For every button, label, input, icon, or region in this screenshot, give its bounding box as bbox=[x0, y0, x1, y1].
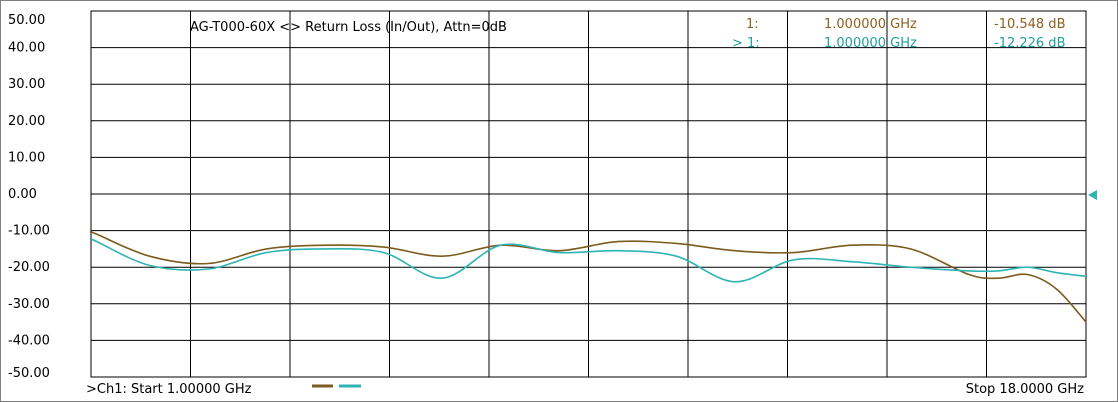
marker-1-label: 1: bbox=[746, 17, 759, 32]
y-tick-label: 10.00 bbox=[8, 150, 45, 165]
y-tick-label: -20.00 bbox=[8, 260, 50, 275]
y-tick-label: -40.00 bbox=[8, 333, 50, 348]
marker-1-value: -10.548 dB bbox=[994, 17, 1065, 32]
y-tick-label: 50.00 bbox=[8, 13, 45, 28]
reference-level-marker[interactable] bbox=[1088, 190, 1097, 200]
start-frequency: >Ch1: Start 1.00000 GHz bbox=[86, 382, 252, 397]
y-axis-tick-labels: 50.00 40.00 30.00 20.00 10.00 0.00 -10.00 -20.0… bbox=[8, 13, 50, 381]
y-tick-label: 20.00 bbox=[8, 114, 45, 129]
y-tick-label: -30.00 bbox=[8, 297, 50, 312]
y-tick-label: -50.00 bbox=[8, 366, 50, 381]
traces bbox=[89, 231, 1087, 323]
marker-2-freq: 1.000000 GHz bbox=[824, 36, 917, 51]
y-tick-label: -10.00 bbox=[8, 224, 50, 239]
y-tick-label: 40.00 bbox=[8, 41, 45, 56]
chart-title: AG-T000-60X <> Return Loss (In/Out), Att… bbox=[190, 20, 507, 35]
trace-1-line bbox=[89, 231, 1087, 323]
marker-1-freq: 1.000000 GHz bbox=[824, 17, 917, 32]
y-tick-label: 30.00 bbox=[8, 77, 45, 92]
y-tick-label: 0.00 bbox=[8, 187, 37, 202]
grid-lines bbox=[91, 11, 1086, 377]
marker-2-value: -12.226 dB bbox=[994, 36, 1065, 51]
marker-2-label: > 1: bbox=[732, 36, 760, 51]
trace-2-line bbox=[89, 237, 1087, 283]
stop-frequency: Stop 18.0000 GHz bbox=[966, 382, 1084, 397]
